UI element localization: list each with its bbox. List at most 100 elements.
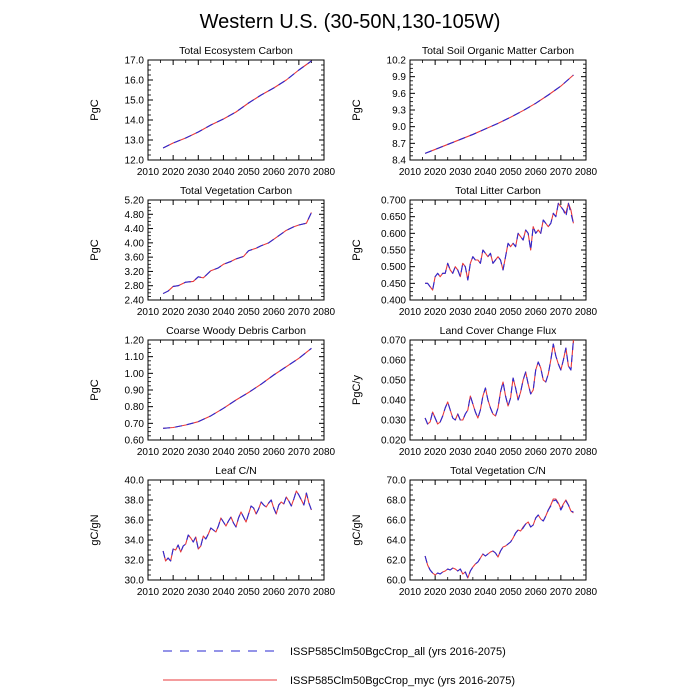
series-line-myc xyxy=(424,74,574,154)
x-tick-label: 2070 xyxy=(288,307,311,318)
y-tick-label: 10.2 xyxy=(387,56,407,67)
y-tick-label: 3.60 xyxy=(125,253,145,264)
y-tick-label: 62.0 xyxy=(387,556,407,567)
x-tick-label: 2040 xyxy=(474,447,497,458)
panel-title: Total Soil Organic Matter Carbon xyxy=(422,45,574,57)
y-tick-label: 0.600 xyxy=(381,229,406,240)
x-tick-label: 2060 xyxy=(263,167,286,178)
x-tick-label: 2020 xyxy=(162,587,185,598)
x-tick-label: 2070 xyxy=(288,167,311,178)
y-tick-label: 0.040 xyxy=(381,396,406,407)
y-axis-label: PgC xyxy=(89,239,101,260)
y-tick-label: 0.020 xyxy=(381,436,406,447)
plot-frame xyxy=(409,339,587,441)
x-tick-label: 2040 xyxy=(474,307,497,318)
x-tick-label: 2010 xyxy=(399,167,422,178)
x-tick-label: 2060 xyxy=(525,307,548,318)
x-tick-label: 2020 xyxy=(424,587,447,598)
y-tick-label: 38.0 xyxy=(125,496,145,507)
y-tick-label: 68.0 xyxy=(387,496,407,507)
y-tick-label: 64.0 xyxy=(387,536,407,547)
panel-title: Leaf C/N xyxy=(215,465,256,477)
x-tick-label: 2030 xyxy=(187,587,210,598)
x-tick-label: 2010 xyxy=(137,447,160,458)
x-tick-label: 2030 xyxy=(187,447,210,458)
legend: ISSP585Clm50BgcCrop_all (yrs 2016-2075) I… xyxy=(163,646,515,687)
panel-title: Total Vegetation Carbon xyxy=(180,185,292,197)
y-tick-label: 0.050 xyxy=(381,376,406,387)
y-tick-label: 0.400 xyxy=(381,296,406,307)
panel-title: Total Litter Carbon xyxy=(455,185,541,197)
series-line-all xyxy=(163,347,312,429)
x-tick-label: 2070 xyxy=(550,447,573,458)
x-tick-label: 2030 xyxy=(449,167,472,178)
x-tick-label: 2080 xyxy=(575,447,598,458)
y-tick-label: 60.0 xyxy=(387,576,407,587)
x-tick-label: 2040 xyxy=(212,447,235,458)
x-tick-label: 2020 xyxy=(424,447,447,458)
y-tick-label: 4.80 xyxy=(125,210,145,221)
x-tick-label: 2040 xyxy=(212,167,235,178)
y-tick-label: 0.80 xyxy=(125,402,145,413)
x-tick-label: 2020 xyxy=(162,307,185,318)
x-tick-label: 2050 xyxy=(499,587,522,598)
y-tick-label: 14.0 xyxy=(125,116,145,127)
series-line-myc xyxy=(163,347,312,429)
x-tick-label: 2060 xyxy=(525,447,548,458)
x-tick-label: 2060 xyxy=(525,587,548,598)
y-tick-label: 2.80 xyxy=(125,281,145,292)
plot-frame xyxy=(409,479,587,581)
plot-frame xyxy=(147,199,325,301)
x-tick-label: 2080 xyxy=(575,167,598,178)
series-line-myc xyxy=(424,339,574,425)
x-tick-label: 2010 xyxy=(399,447,422,458)
chart-panel: Total Ecosystem Carbon PgC 2010 2020 2030 204… xyxy=(89,45,336,178)
plot-frame xyxy=(409,199,587,301)
x-tick-label: 2030 xyxy=(449,587,472,598)
series-line-all xyxy=(162,212,312,295)
y-tick-label: 0.450 xyxy=(381,279,406,290)
y-tick-label: 40.0 xyxy=(125,476,145,487)
y-axis-label: PgC xyxy=(89,379,101,400)
y-axis-label: PgC xyxy=(351,99,363,120)
x-tick-label: 2070 xyxy=(550,167,573,178)
x-tick-label: 2080 xyxy=(575,307,598,318)
y-axis-label: PgC xyxy=(89,99,101,120)
y-tick-label: 0.500 xyxy=(381,262,406,273)
chart-panel: Total Vegetation C/N gC/gN 2010 2020 2030 204… xyxy=(351,465,598,598)
x-tick-label: 2030 xyxy=(187,167,210,178)
y-tick-label: 4.00 xyxy=(125,238,145,249)
y-tick-label: 0.700 xyxy=(381,196,406,207)
series-line-all xyxy=(424,339,574,425)
y-tick-label: 0.070 xyxy=(381,336,406,347)
legend-label: ISSP585Clm50BgcCrop_all (yrs 2016-2075) xyxy=(290,646,506,658)
figure-title: Western U.S. (30-50N,130-105W) xyxy=(200,11,501,33)
x-tick-label: 2060 xyxy=(263,447,286,458)
x-tick-label: 2060 xyxy=(263,587,286,598)
y-tick-label: 70.0 xyxy=(387,476,407,487)
x-tick-label: 2040 xyxy=(212,587,235,598)
y-tick-label: 5.20 xyxy=(125,196,145,207)
x-tick-label: 2070 xyxy=(550,587,573,598)
y-tick-label: 12.0 xyxy=(125,156,145,167)
x-tick-label: 2050 xyxy=(237,167,260,178)
x-tick-label: 2020 xyxy=(424,307,447,318)
panel-title: Land Cover Change Flux xyxy=(440,325,557,337)
legend-label: ISSP585Clm50BgcCrop_myc (yrs 2016-2075) xyxy=(290,675,515,687)
series-line-myc xyxy=(424,498,574,579)
x-tick-label: 2070 xyxy=(288,587,311,598)
series-line-myc xyxy=(162,60,312,149)
x-tick-label: 2030 xyxy=(449,447,472,458)
series-line-all xyxy=(425,202,574,291)
y-axis-label: PgC/y xyxy=(351,375,363,405)
y-tick-label: 9.6 xyxy=(392,89,406,100)
x-tick-label: 2020 xyxy=(162,167,185,178)
y-tick-label: 13.0 xyxy=(125,136,145,147)
x-tick-label: 2030 xyxy=(449,307,472,318)
series-line-all xyxy=(424,499,574,579)
y-tick-label: 1.20 xyxy=(125,336,145,347)
series-line-myc xyxy=(162,212,312,295)
